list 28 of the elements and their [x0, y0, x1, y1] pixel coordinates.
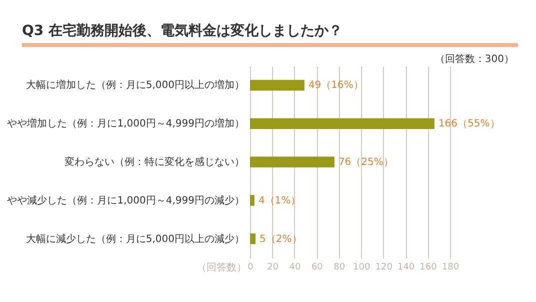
x-tick-label: 180: [442, 262, 460, 272]
data-label: 5（2%）: [260, 234, 302, 245]
data-label: 4（1%）: [258, 195, 301, 206]
x-tick-label: 20: [266, 262, 279, 272]
bar: [250, 195, 254, 206]
x-axis-title: （回答数）: [196, 262, 246, 274]
x-tick-label: 40: [289, 262, 301, 272]
x-tick-label: 0: [248, 262, 254, 272]
y-tick-label: やや減少した（例：月に1,000円～4,999円の減少）: [7, 194, 244, 206]
bar: [250, 156, 334, 168]
x-tick-label: 100: [353, 262, 370, 272]
bar: [250, 233, 256, 244]
x-tick-label: 80: [334, 262, 346, 272]
bar: [250, 80, 304, 91]
x-tick-label: 140: [397, 262, 415, 272]
text: （回答数：300）: [434, 53, 514, 66]
y-tick-label: 大幅に減少した（例：月に5,000円以上の減少）: [26, 232, 244, 245]
data-label: 49（16%）: [308, 80, 364, 92]
y-tick-label: 大幅に増加した（例：月に5,000円以上の増加）: [26, 79, 244, 92]
bar: [250, 118, 434, 129]
chart-title: Q3 在宅勤務開始後、電気料金は変化しましたか？: [22, 22, 518, 47]
data-label: 166（55%）: [438, 118, 500, 130]
y-tick-label: やや増加した（例：月に1,000円～4,999円の増加）: [7, 118, 244, 130]
x-tick-label: 60: [311, 262, 324, 272]
y-tick-label: 変わらない（例：特に変化を感じない）: [64, 156, 244, 168]
x-tick-label: 120: [375, 262, 393, 272]
x-tick-label: 160: [420, 262, 438, 272]
data-label: 76（25%）: [338, 157, 394, 168]
